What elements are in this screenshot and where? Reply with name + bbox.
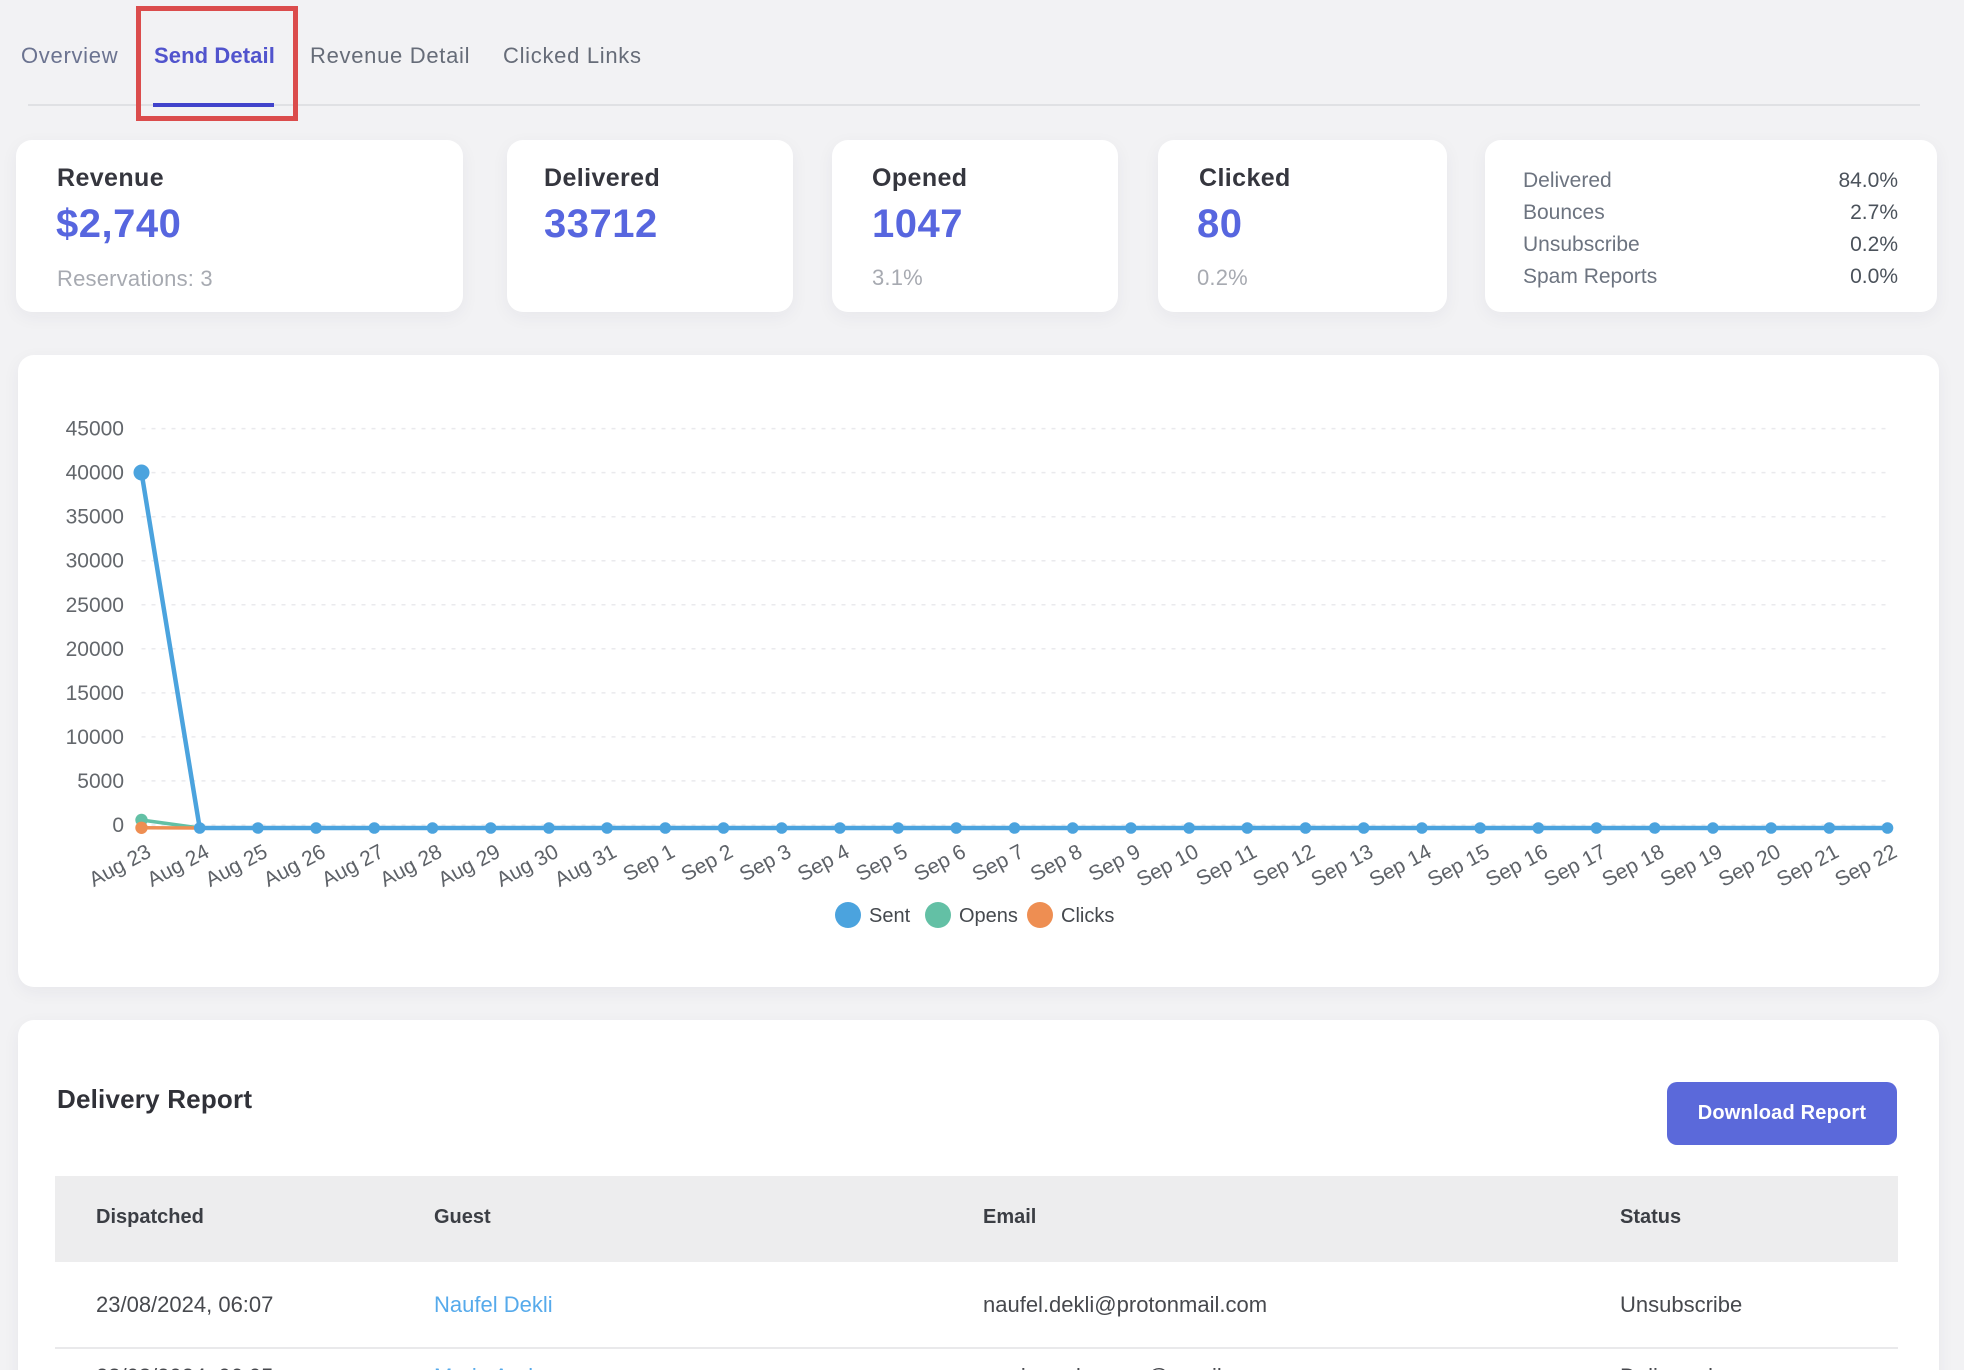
svg-text:Sep 5: Sep 5 xyxy=(852,840,911,886)
svg-text:Sep 1: Sep 1 xyxy=(619,840,678,886)
svg-text:Sep 15: Sep 15 xyxy=(1424,840,1494,892)
svg-text:20000: 20000 xyxy=(66,638,124,661)
svg-text:Aug 29: Aug 29 xyxy=(434,840,504,892)
svg-text:Sep 20: Sep 20 xyxy=(1715,840,1785,892)
svg-text:Sep 13: Sep 13 xyxy=(1307,840,1377,892)
svg-text:Sep 19: Sep 19 xyxy=(1657,840,1727,892)
svg-text:10000: 10000 xyxy=(66,726,124,749)
svg-text:Sep 12: Sep 12 xyxy=(1249,840,1319,892)
svg-text:40000: 40000 xyxy=(66,462,124,485)
svg-text:Sep 11: Sep 11 xyxy=(1192,840,1260,891)
svg-text:45000: 45000 xyxy=(66,418,124,441)
svg-text:Sep 21: Sep 21 xyxy=(1773,840,1843,892)
svg-text:Aug 26: Aug 26 xyxy=(260,840,330,892)
svg-text:Sep 10: Sep 10 xyxy=(1133,840,1203,892)
svg-text:Sep 18: Sep 18 xyxy=(1598,840,1668,892)
svg-text:0: 0 xyxy=(112,814,124,837)
svg-text:Sep 9: Sep 9 xyxy=(1085,840,1144,886)
svg-text:25000: 25000 xyxy=(66,594,124,617)
svg-text:Sep 2: Sep 2 xyxy=(678,840,737,886)
svg-text:Aug 23: Aug 23 xyxy=(85,840,155,892)
svg-text:Sep 7: Sep 7 xyxy=(969,840,1028,886)
svg-text:Sep 14: Sep 14 xyxy=(1366,840,1436,892)
svg-text:Aug 30: Aug 30 xyxy=(493,840,563,892)
svg-text:15000: 15000 xyxy=(66,682,124,705)
svg-text:Sep 3: Sep 3 xyxy=(736,840,795,886)
svg-text:Clicks: Clicks xyxy=(1061,905,1114,927)
svg-text:Aug 27: Aug 27 xyxy=(318,840,388,892)
svg-text:Sent: Sent xyxy=(869,905,911,927)
svg-text:Opens: Opens xyxy=(959,905,1018,927)
svg-text:Sep 17: Sep 17 xyxy=(1540,840,1610,892)
svg-text:Aug 24: Aug 24 xyxy=(143,840,213,892)
svg-text:30000: 30000 xyxy=(66,550,124,573)
svg-text:Sep 6: Sep 6 xyxy=(910,840,969,886)
svg-text:Sep 22: Sep 22 xyxy=(1831,840,1901,892)
svg-text:Sep 4: Sep 4 xyxy=(794,840,854,886)
svg-text:Aug 25: Aug 25 xyxy=(202,840,272,892)
svg-text:Aug 28: Aug 28 xyxy=(376,840,446,892)
svg-text:35000: 35000 xyxy=(66,506,124,529)
svg-text:Sep 16: Sep 16 xyxy=(1482,840,1552,892)
svg-text:Sep 8: Sep 8 xyxy=(1027,840,1086,886)
svg-text:5000: 5000 xyxy=(77,770,124,793)
svg-text:Aug 31: Aug 31 xyxy=(551,840,621,892)
